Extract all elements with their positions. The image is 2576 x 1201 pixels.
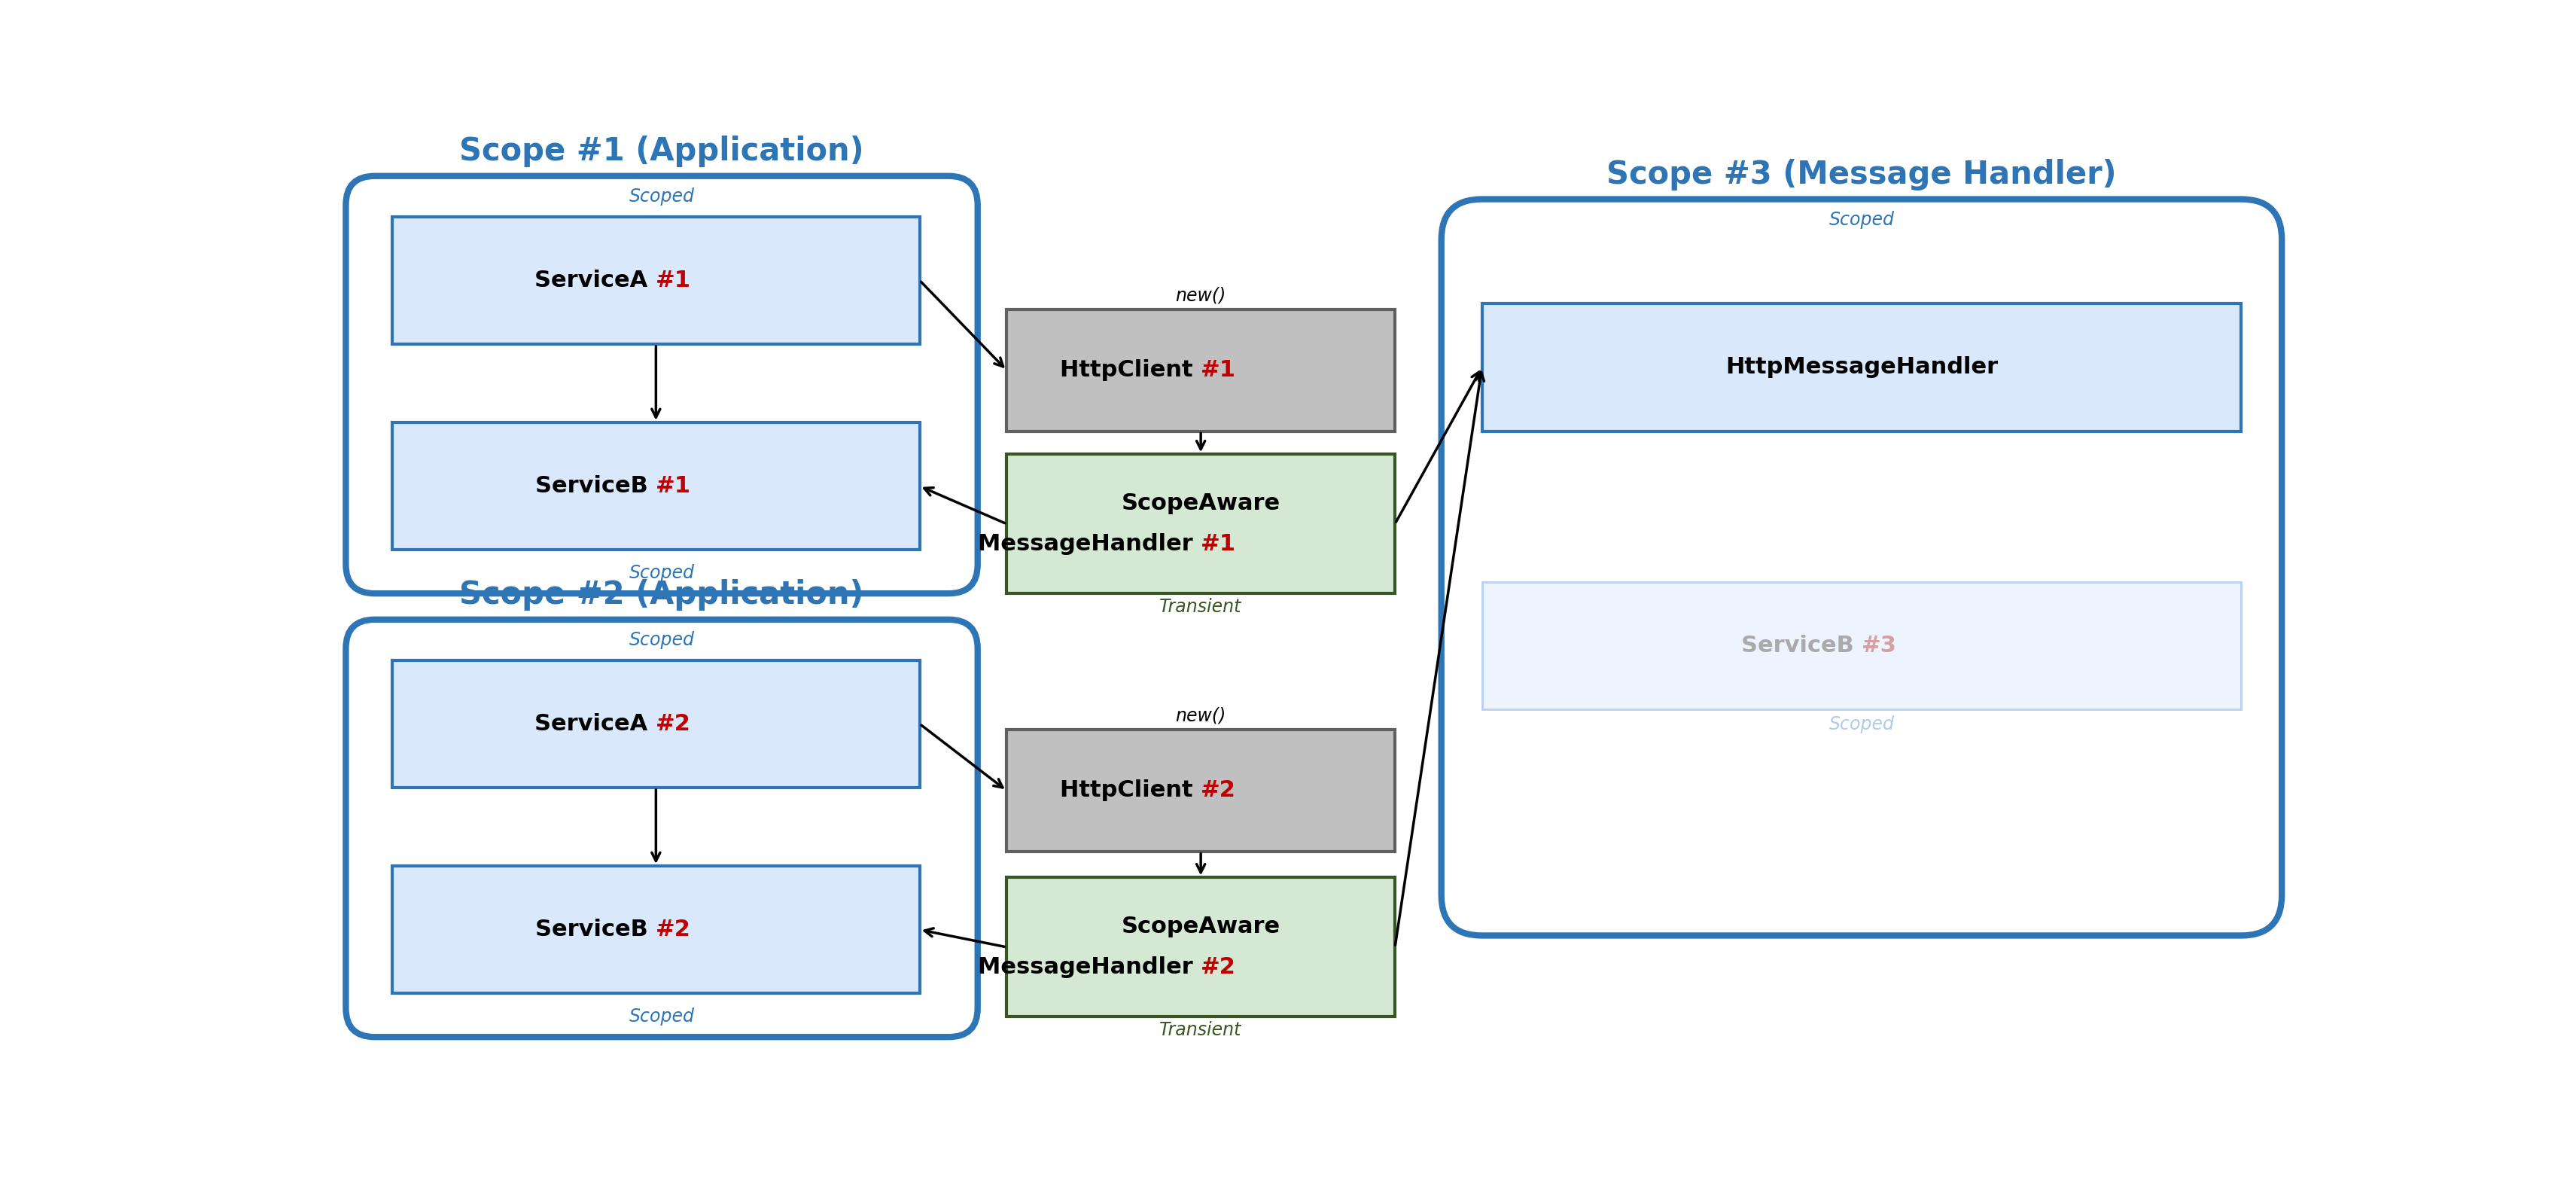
Text: Transient: Transient (1159, 1021, 1242, 1039)
Text: #1: #1 (657, 269, 690, 292)
Text: ScopeAware: ScopeAware (1121, 492, 1280, 514)
Text: HttpClient: HttpClient (1059, 359, 1200, 381)
FancyBboxPatch shape (1007, 878, 1396, 1017)
Text: MessageHandler: MessageHandler (979, 956, 1200, 979)
Text: Scope #3 (Message Handler): Scope #3 (Message Handler) (1607, 159, 2117, 191)
Text: ServiceB: ServiceB (536, 476, 657, 497)
Text: ServiceA: ServiceA (536, 269, 657, 292)
Text: Transient: Transient (1159, 598, 1242, 616)
FancyBboxPatch shape (392, 423, 920, 550)
Text: #1: #1 (1200, 533, 1236, 555)
Text: #1: #1 (657, 476, 690, 497)
Text: #1: #1 (1200, 359, 1236, 381)
FancyBboxPatch shape (1481, 304, 2241, 431)
Text: Scoped: Scoped (629, 563, 696, 581)
Text: Scoped: Scoped (1829, 211, 1893, 229)
FancyBboxPatch shape (392, 661, 920, 788)
Text: MessageHandler: MessageHandler (979, 533, 1200, 555)
Text: new(): new() (1175, 287, 1226, 305)
Text: Scoped: Scoped (629, 1008, 696, 1026)
FancyBboxPatch shape (1443, 199, 2282, 936)
Text: #2: #2 (657, 713, 690, 735)
Text: Scoped: Scoped (629, 187, 696, 205)
FancyBboxPatch shape (392, 216, 920, 345)
Text: Scoped: Scoped (629, 632, 696, 650)
FancyBboxPatch shape (1007, 310, 1396, 431)
Text: HttpMessageHandler: HttpMessageHandler (1726, 357, 1999, 378)
Text: Scope #2 (Application): Scope #2 (Application) (459, 579, 863, 611)
FancyBboxPatch shape (345, 177, 979, 593)
Text: #2: #2 (657, 919, 690, 940)
FancyBboxPatch shape (1007, 730, 1396, 852)
Text: #2: #2 (1200, 956, 1236, 979)
FancyBboxPatch shape (345, 620, 979, 1036)
FancyBboxPatch shape (1481, 581, 2241, 710)
Text: ServiceB: ServiceB (1741, 634, 1862, 657)
Text: HttpClient: HttpClient (1059, 779, 1200, 801)
FancyBboxPatch shape (392, 866, 920, 993)
Text: ServiceB: ServiceB (536, 919, 657, 940)
FancyBboxPatch shape (1007, 454, 1396, 593)
Text: Scope #1 (Application): Scope #1 (Application) (459, 136, 863, 167)
Text: #2: #2 (1200, 779, 1236, 801)
Text: ScopeAware: ScopeAware (1121, 916, 1280, 938)
Text: Scoped: Scoped (1829, 716, 1893, 734)
Text: new(): new() (1175, 707, 1226, 725)
Text: ServiceA: ServiceA (536, 713, 657, 735)
Text: #3: #3 (1862, 634, 1896, 657)
